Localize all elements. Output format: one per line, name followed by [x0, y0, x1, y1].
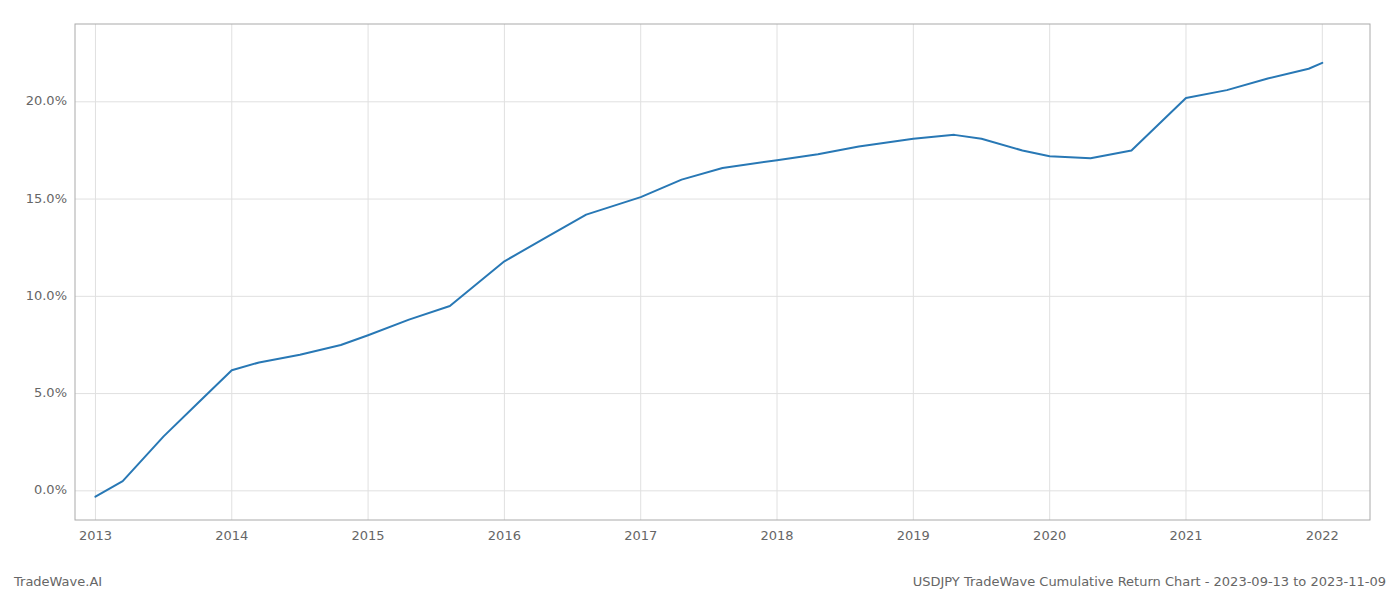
x-grid-line: [504, 24, 505, 520]
x-grid-line: [1049, 24, 1050, 520]
x-grid-line: [913, 24, 914, 520]
x-tick-label: 2021: [1169, 528, 1202, 543]
x-tick-label: 2013: [79, 528, 112, 543]
x-grid-line: [368, 24, 369, 520]
y-tick-label: 5.0%: [34, 385, 67, 400]
x-tick-label: 2019: [897, 528, 930, 543]
x-tick-label: 2015: [352, 528, 385, 543]
x-grid-line: [231, 24, 232, 520]
y-grid-line: [75, 490, 1370, 491]
plot-area: [95, 63, 1322, 497]
y-grid-line: [75, 393, 1370, 394]
x-grid-line: [1322, 24, 1323, 520]
x-tick-label: 2016: [488, 528, 521, 543]
x-tick-label: 2017: [624, 528, 657, 543]
axes: 0.0% 5.0% 10.0% 15.0% 20.0% 2013 2014 2015 2016 2…: [26, 24, 1370, 543]
x-tick-label: 2020: [1033, 528, 1066, 543]
page: {"chart_data": { "type": "line", "title"…: [0, 0, 1400, 600]
grid: [75, 24, 1370, 520]
plot-frame: [75, 24, 1370, 520]
y-tick-label: 0.0%: [34, 482, 67, 497]
y-grid-line: [75, 199, 1370, 200]
title: USDJPY TradeWave Cumulative Return Chart…: [913, 574, 1386, 589]
x-tick-label: 2014: [215, 528, 248, 543]
y-tick-label: 20.0%: [26, 93, 67, 108]
y-tick-label: 10.0%: [26, 288, 67, 303]
chart-svg: 0.0% 5.0% 10.0% 15.0% 20.0% 2013 2014 2015 2016 2…: [0, 0, 1400, 600]
y-tick-label: 15.0%: [26, 191, 67, 206]
x-grid-line: [777, 24, 778, 520]
chart-container: 0.0% 5.0% 10.0% 15.0% 20.0% 2013 2014 2015 2016 2…: [0, 0, 1400, 600]
x-tick-label: 2022: [1306, 528, 1339, 543]
footer: TradeWave.AI USDJPY TradeWave Cumulative …: [13, 574, 1386, 589]
y-grid-line: [75, 101, 1370, 102]
y-grid-line: [75, 296, 1370, 297]
data-line: [95, 63, 1322, 497]
x-grid-line: [640, 24, 641, 520]
x-grid-line: [95, 24, 96, 520]
x-tick-label: 2018: [760, 528, 793, 543]
watermark: TradeWave.AI: [13, 574, 102, 589]
